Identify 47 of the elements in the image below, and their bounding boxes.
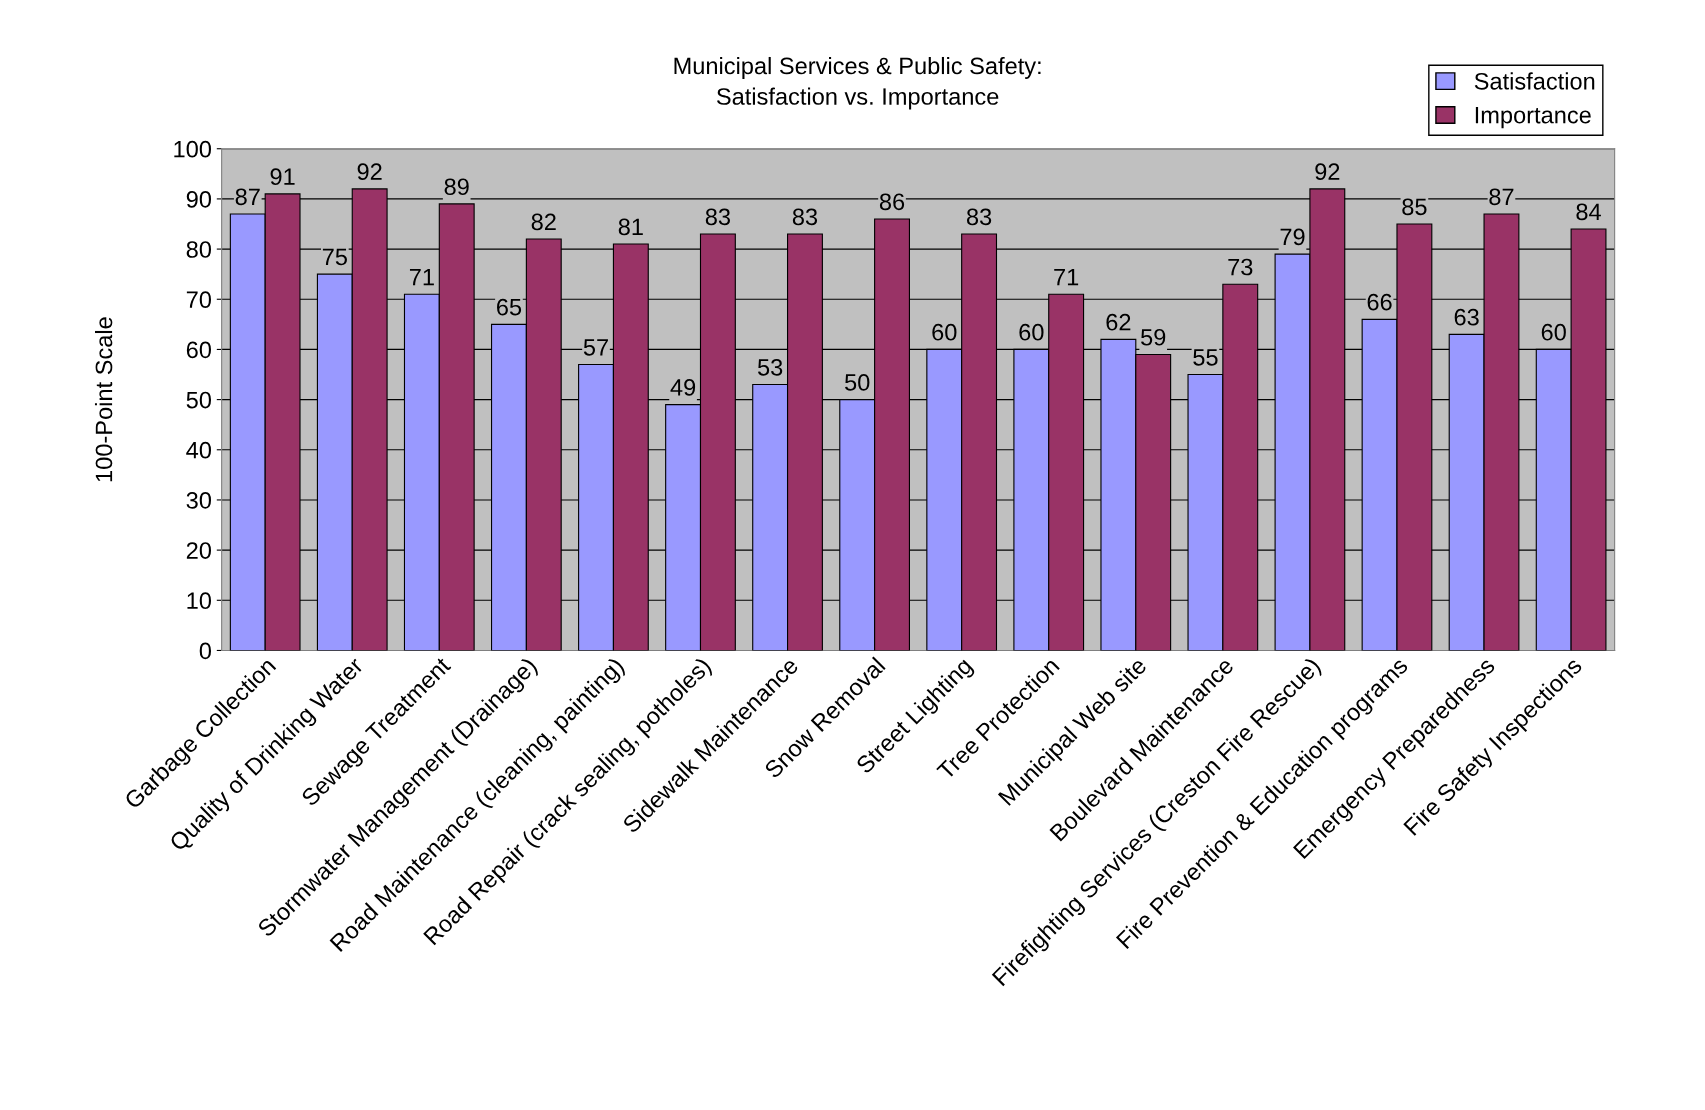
data-label: 53 [757,359,783,376]
chart-title: Municipal Services & Public Safety: Satisfaction vs. Importance [674,56,1041,110]
data-label: 59 [1141,328,1166,346]
legend-label: Importance [1475,106,1591,129]
y-tick-label: 70 [186,291,212,309]
data-label: 87 [1489,188,1514,206]
data-label: 60 [932,323,957,341]
data-label: 87 [235,188,260,206]
data-label: 92 [357,163,382,181]
data-label: 73 [1228,258,1253,276]
y-tick-label: 100 [174,140,212,158]
data-label: 83 [966,208,992,226]
y-tick-label: 60 [186,341,212,359]
data-label: 75 [322,248,347,266]
data-label: 85 [1402,198,1427,216]
data-label: 89 [444,178,469,196]
y-tick-label: 20 [186,542,212,559]
data-label: 65 [497,298,522,316]
data-label: 60 [1019,323,1044,341]
data-label: 84 [1576,203,1601,221]
data-label: 79 [1280,228,1305,246]
data-label: 71 [409,268,434,286]
y-tick-label: 50 [186,391,212,409]
data-label: 57 [583,339,608,356]
legend-label: Satisfaction [1474,72,1595,90]
data-label: 63 [1454,308,1479,326]
data-label: 86 [879,193,905,211]
data-label: 83 [705,208,730,226]
data-label: 82 [531,213,556,231]
data-label: 83 [792,208,818,226]
data-label: 92 [1315,163,1340,181]
data-label: 91 [270,168,295,186]
data-label: 71 [1054,268,1079,286]
y-tick-label: 80 [186,241,212,258]
data-label: 62 [1106,313,1131,331]
data-label: 49 [670,379,696,396]
y-tick-label: 30 [186,492,212,509]
y-tick-label: 10 [187,592,212,610]
y-tick-label: 40 [186,441,212,459]
y-tick-label: 90 [186,190,212,208]
data-label: 50 [845,374,870,391]
data-label: 66 [1367,293,1392,311]
y-tick-label: 0 [199,642,212,660]
data-label: 60 [1541,323,1566,341]
y-axis-title: 100-Point Scale [94,317,113,482]
data-label: 81 [618,218,643,236]
data-label: 55 [1193,349,1218,366]
